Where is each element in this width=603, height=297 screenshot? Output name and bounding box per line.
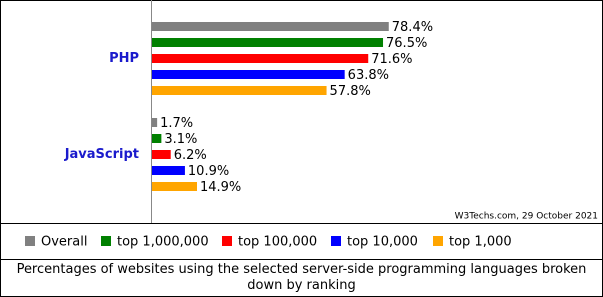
value-label: 76.5%: [386, 36, 427, 51]
category-label: PHP: [109, 51, 139, 66]
value-label: 78.4%: [392, 20, 433, 35]
bar: [152, 54, 369, 63]
legend-swatch: [331, 236, 341, 246]
legend-swatch: [433, 236, 443, 246]
caption: Percentages of websites using the select…: [16, 262, 587, 293]
value-label: 3.1%: [164, 132, 197, 147]
legend-label: Overall: [41, 235, 87, 250]
legend-swatch: [222, 236, 232, 246]
bar: [152, 38, 384, 47]
legend-label: top 10,000: [347, 235, 418, 250]
bar: [152, 150, 171, 159]
value-label: 10.9%: [188, 164, 229, 179]
bar: [152, 86, 327, 95]
legend-swatch: [101, 236, 111, 246]
bar: [152, 118, 158, 127]
legend-label: top 100,000: [238, 235, 317, 250]
value-label: 63.8%: [348, 68, 389, 83]
bar: [152, 166, 185, 175]
value-label: 57.8%: [330, 84, 371, 99]
bar: [152, 22, 389, 31]
value-label: 1.7%: [160, 116, 193, 131]
bar: [152, 182, 197, 191]
category-label: JavaScript: [64, 147, 139, 162]
bar: [152, 70, 345, 79]
value-label: 14.9%: [200, 180, 241, 195]
legend-label: top 1,000: [449, 235, 512, 250]
value-label: 6.2%: [174, 148, 207, 163]
legend-label: top 1,000,000: [117, 235, 209, 250]
value-label: 71.6%: [371, 52, 412, 67]
bar: [152, 134, 162, 143]
source: W3Techs.com, 29 October 2021: [455, 212, 598, 222]
legend-swatch: [25, 236, 35, 246]
